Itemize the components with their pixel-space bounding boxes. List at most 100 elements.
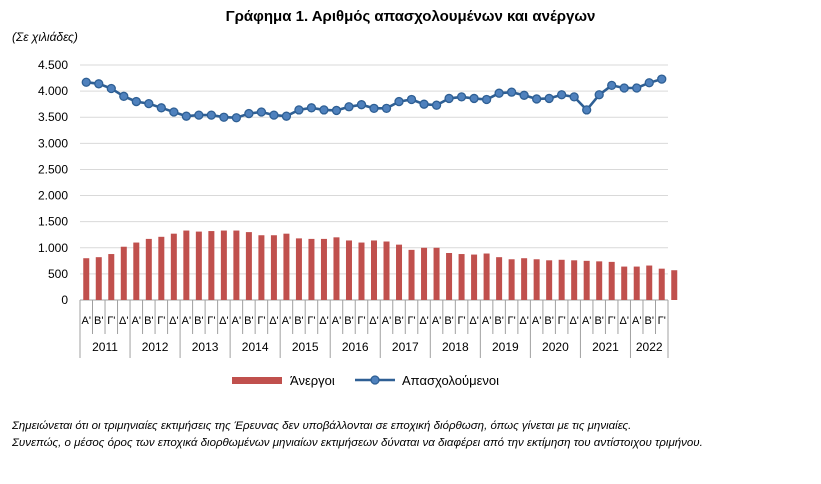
- x-tick-label: Β': [394, 315, 403, 327]
- point-employed: [256, 107, 267, 117]
- units-label: (Σε χιλιάδες): [12, 30, 78, 44]
- point-employed: [181, 111, 191, 121]
- legend-swatch-unemployed: [232, 377, 282, 384]
- bar-unemployed: [333, 237, 340, 300]
- x-tick-label: Β': [544, 315, 553, 327]
- year-label: 2012: [142, 340, 169, 354]
- point-employed: [294, 105, 304, 115]
- year-label: 2011: [92, 340, 118, 354]
- x-tick-label: Α': [232, 315, 241, 327]
- footnote-line-1: Σημειώνεται ότι οι τριμηνιαίες εκτιμήσει…: [12, 420, 632, 432]
- point-employed: [281, 111, 292, 121]
- bar-unemployed: [496, 257, 503, 300]
- y-tick-label: 2.500: [38, 162, 68, 176]
- point-employed: [406, 94, 417, 105]
- x-tick-label: Δ': [519, 315, 528, 327]
- bar-unemployed: [608, 261, 615, 300]
- point-employed: [644, 78, 654, 88]
- x-tick-label: Δ': [119, 315, 128, 327]
- point-employed: [557, 90, 567, 100]
- point-employed: [131, 96, 141, 107]
- bar-unemployed: [358, 242, 365, 300]
- bar-unemployed: [546, 260, 553, 300]
- bar-unemployed: [408, 249, 415, 300]
- bar-unemployed: [396, 244, 403, 300]
- point-employed: [494, 88, 504, 98]
- point-employed: [431, 100, 442, 110]
- footnote: Σημειώνεται ότι οι τριμηνιαίες εκτιμήσει…: [12, 418, 802, 452]
- y-tick-label: 3.000: [38, 136, 68, 150]
- x-tick-label: Α': [582, 315, 591, 327]
- year-label: 2016: [342, 340, 369, 354]
- year-label: 2017: [392, 340, 419, 354]
- x-tick-label: Β': [194, 315, 203, 327]
- point-employed: [632, 83, 642, 93]
- point-employed: [369, 103, 379, 113]
- bar-unemployed: [633, 266, 640, 300]
- legend-label-unemployed: Άνεργοι: [290, 373, 335, 388]
- year-label: 2022: [636, 340, 663, 354]
- x-tick-label: Β': [645, 315, 654, 327]
- footnote-line-2: Συνεπώς, ο μέσος όρος των εποχικά διορθω…: [12, 437, 703, 449]
- point-employed: [206, 110, 217, 120]
- point-employed: [231, 113, 242, 123]
- legend-label-employed: Απασχολούμενοι: [402, 373, 499, 388]
- point-employed: [156, 103, 166, 113]
- point-employed: [244, 108, 254, 119]
- x-tick-label: Δ': [319, 315, 328, 327]
- point-employed: [594, 90, 604, 100]
- point-employed: [219, 112, 229, 122]
- bar-unemployed: [108, 254, 115, 300]
- bar-unemployed: [370, 240, 378, 300]
- point-employed: [419, 99, 429, 109]
- x-tick-label: Γ': [608, 315, 616, 327]
- bar-unemployed: [583, 260, 590, 300]
- bar-unemployed: [458, 254, 465, 300]
- x-tick-label: Γ': [508, 315, 516, 327]
- x-tick-label: Α': [82, 315, 91, 327]
- x-tick-label: Δ': [269, 315, 278, 327]
- bar-unemployed: [158, 236, 165, 300]
- bar-unemployed: [596, 261, 603, 300]
- point-employed: [544, 93, 554, 104]
- bar-unemployed: [521, 258, 528, 300]
- point-employed: [519, 90, 529, 100]
- y-tick-label: 1.500: [38, 215, 68, 229]
- bar-unemployed: [471, 254, 478, 300]
- point-employed: [81, 77, 91, 87]
- x-tick-label: Γ': [558, 315, 566, 327]
- x-tick-label: Α': [282, 315, 291, 327]
- y-tick-label: 2.000: [38, 189, 68, 203]
- point-employed: [331, 105, 342, 116]
- point-employed: [194, 110, 204, 120]
- point-employed: [607, 80, 617, 91]
- point-employed: [344, 102, 354, 112]
- y-tick-label: 4.500: [38, 58, 68, 72]
- point-employed: [582, 105, 592, 115]
- bar-unemployed: [83, 258, 90, 300]
- bar-unemployed: [671, 270, 678, 300]
- x-tick-label: Γ': [207, 315, 215, 327]
- bar-unemployed: [95, 257, 102, 300]
- x-tick-label: Γ': [407, 315, 415, 327]
- bar-unemployed: [621, 266, 628, 300]
- x-tick-label: Δ': [169, 315, 178, 327]
- point-employed: [619, 83, 629, 93]
- x-tick-label: Α': [482, 315, 491, 327]
- point-employed: [531, 94, 542, 104]
- year-label: 2013: [192, 340, 219, 354]
- x-tick-label: Α': [132, 315, 141, 327]
- x-tick-label: Γ': [658, 315, 666, 327]
- point-employed: [144, 98, 154, 109]
- bar-unemployed: [446, 253, 453, 300]
- bar-unemployed: [133, 242, 140, 300]
- bar-unemployed: [208, 231, 215, 300]
- x-tick-label: Β': [594, 315, 603, 327]
- bar-unemployed: [245, 232, 252, 300]
- point-employed: [106, 83, 116, 94]
- point-employed: [444, 93, 454, 104]
- bar-unemployed: [233, 230, 240, 300]
- x-tick-label: Δ': [419, 315, 428, 327]
- x-tick-label: Β': [244, 315, 253, 327]
- bar-unemployed: [508, 259, 515, 300]
